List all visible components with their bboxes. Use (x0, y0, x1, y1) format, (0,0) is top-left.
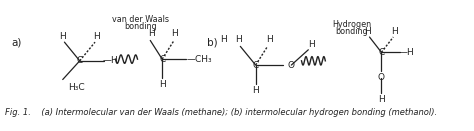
Text: O: O (288, 61, 295, 70)
Text: H: H (148, 29, 155, 38)
Text: —H: —H (102, 56, 118, 65)
Text: a): a) (11, 37, 21, 47)
Text: H: H (93, 32, 100, 41)
Text: C: C (253, 61, 259, 70)
Text: van der Waals: van der Waals (112, 15, 169, 24)
Text: H: H (378, 95, 385, 104)
Text: H₃C: H₃C (68, 83, 84, 92)
Text: H: H (266, 35, 273, 44)
Text: H: H (252, 86, 259, 95)
Text: bonding: bonding (335, 27, 368, 36)
Text: H: H (392, 27, 398, 36)
Text: H: H (159, 80, 165, 89)
Text: C: C (378, 48, 384, 57)
Text: —H: —H (399, 48, 415, 57)
Text: H: H (220, 35, 227, 44)
Text: C: C (159, 55, 165, 64)
Text: H: H (235, 35, 242, 44)
Text: H: H (172, 29, 178, 38)
Text: H: H (309, 40, 315, 49)
Text: H: H (59, 32, 66, 41)
Text: H: H (365, 27, 371, 36)
Text: —CH₃: —CH₃ (187, 55, 212, 64)
Text: b): b) (207, 37, 218, 47)
Text: Fig. 1.    (a) Intermolecular van der Waals (methane); (b) intermolecular hydrog: Fig. 1. (a) Intermolecular van der Waals… (5, 108, 437, 117)
Text: bonding: bonding (125, 22, 157, 31)
Text: C: C (77, 56, 83, 65)
Text: O: O (378, 73, 385, 82)
Text: Hydrogen: Hydrogen (332, 20, 371, 29)
